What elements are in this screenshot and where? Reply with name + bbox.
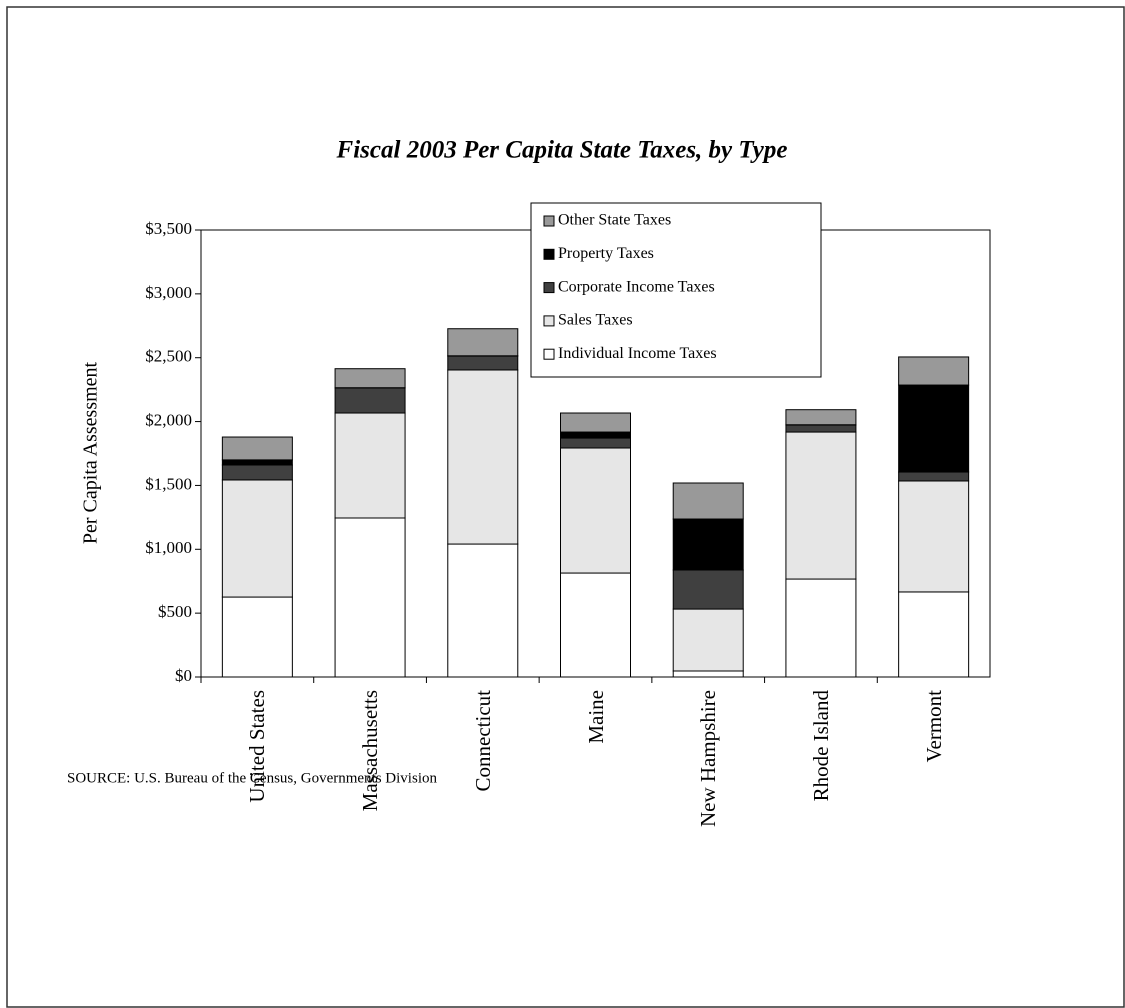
y-tick-label: $2,000 (145, 410, 192, 429)
bar-segment (334, 387, 406, 414)
bar-segment (672, 670, 744, 678)
source-note: SOURCE: U.S. Bureau of the Census, Gover… (67, 770, 437, 786)
y-tick-label: $1,500 (145, 474, 192, 493)
bar-segment (447, 355, 519, 371)
bar-segment (560, 431, 631, 439)
y-tick-label: $2,500 (145, 347, 192, 366)
bar-segment (672, 518, 744, 571)
bar-segment (221, 479, 293, 598)
legend-label: Property Taxes (558, 245, 654, 262)
legend-label: Sales Taxes (558, 312, 633, 329)
bar-segment (221, 596, 293, 678)
bar-segment (560, 412, 631, 433)
bar-segment (334, 368, 406, 389)
bar-segment (785, 431, 857, 580)
bar-segment (672, 608, 744, 672)
bar-segment (898, 384, 970, 473)
bar-segment (898, 471, 970, 482)
legend-swatch (543, 315, 555, 327)
bar-segment (560, 447, 631, 574)
legend-swatch (543, 282, 555, 294)
y-tick-label: $500 (158, 602, 192, 621)
legend-label: Corporate Income Taxes (558, 278, 715, 295)
x-tick-label: Massachusetts (358, 690, 383, 812)
bar-segment (785, 578, 857, 678)
y-tick-label: $3,500 (145, 219, 192, 238)
bar-segment (898, 356, 970, 386)
y-tick-label: $0 (175, 666, 192, 685)
bar-segment (785, 424, 857, 433)
x-tick-label: Connecticut (470, 690, 495, 792)
bar-segment (898, 591, 970, 678)
frame (6, 6, 1125, 1008)
x-tick-label: New Hampshire (696, 690, 721, 828)
bar-segment (334, 412, 406, 519)
x-tick-label: United States (245, 690, 270, 803)
legend-swatch (543, 215, 555, 227)
bar-segment (560, 437, 631, 449)
y-tick-label: $1,000 (145, 538, 192, 557)
bar-segment (672, 569, 744, 610)
legend-swatch (543, 348, 555, 360)
y-axis-label: Per Capita Assessment (80, 361, 102, 544)
bar-segment (898, 480, 970, 593)
bar-segment (221, 436, 293, 461)
bar-segment (447, 369, 519, 545)
bar-segment (221, 459, 293, 466)
bar-segment (785, 409, 857, 426)
chart-title: Fiscal 2003 Per Capita State Taxes, by T… (336, 137, 788, 164)
bar-segment (560, 572, 631, 678)
x-tick-label: Maine (583, 690, 608, 744)
bar-segment (447, 543, 519, 678)
bar-segment (221, 464, 293, 481)
legend-label: Individual Income Taxes (558, 345, 717, 362)
bar-segment (672, 482, 744, 520)
legend-box (530, 202, 822, 378)
y-tick-label: $3,000 (145, 283, 192, 302)
bar-segment (447, 328, 519, 357)
x-tick-label: Rhode Island (808, 690, 833, 802)
x-tick-label: Vermont (921, 690, 946, 763)
legend-swatch (543, 248, 555, 260)
bar-segment (334, 517, 406, 678)
legend-label: Other State Taxes (558, 212, 671, 229)
